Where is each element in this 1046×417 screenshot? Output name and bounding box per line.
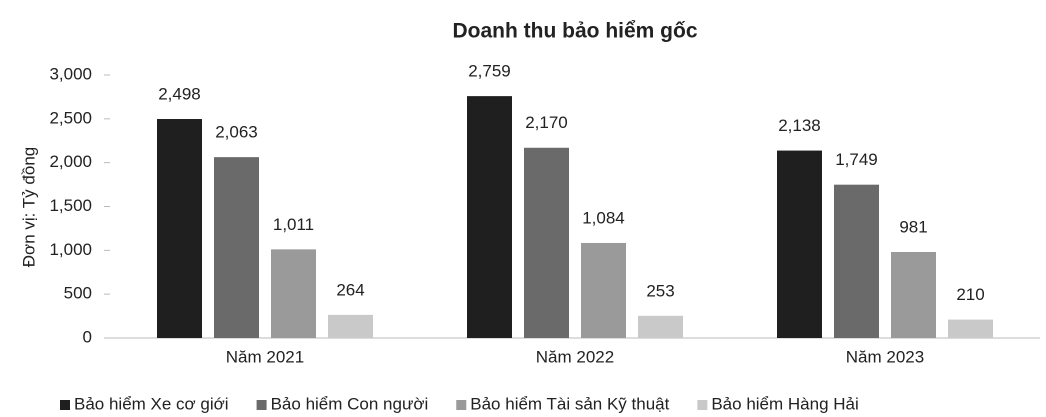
value-label: 2,759 bbox=[468, 62, 511, 81]
x-tick-label: Năm 2021 bbox=[226, 347, 304, 366]
legend-swatch bbox=[60, 400, 70, 410]
bar bbox=[157, 119, 202, 338]
value-label: 253 bbox=[646, 281, 674, 300]
value-label: 1,749 bbox=[835, 150, 878, 169]
legend-label: Bảo hiểm Con người bbox=[271, 394, 429, 413]
y-tick-label: 1,500 bbox=[49, 196, 92, 215]
bar bbox=[328, 314, 373, 338]
bar bbox=[834, 184, 879, 338]
y-tick-label: 0 bbox=[83, 327, 92, 346]
legend-label: Bảo hiểm Tài sản Kỹ thuật bbox=[470, 394, 669, 413]
y-tick-label: 3,000 bbox=[49, 64, 92, 83]
value-label: 1,084 bbox=[582, 208, 625, 227]
bar bbox=[214, 157, 259, 338]
y-tick-label: 2,500 bbox=[49, 108, 92, 127]
value-label: 1,011 bbox=[273, 215, 314, 234]
bar bbox=[271, 249, 316, 338]
value-label: 2,498 bbox=[158, 84, 201, 103]
value-label: 2,170 bbox=[525, 113, 568, 132]
bar bbox=[467, 96, 512, 338]
y-tick-label: 500 bbox=[64, 284, 92, 303]
value-label: 264 bbox=[336, 280, 364, 299]
value-label: 2,138 bbox=[778, 116, 821, 135]
bar bbox=[891, 251, 936, 338]
legend-swatch bbox=[456, 400, 467, 410]
bar bbox=[638, 315, 683, 338]
y-axis-label: Đơn vị: Tỷ đồng bbox=[19, 147, 38, 267]
x-tick-label: Năm 2022 bbox=[536, 347, 614, 366]
legend-label: Bảo hiểm Hàng Hải bbox=[711, 394, 858, 413]
y-tick-label: 1,000 bbox=[49, 240, 92, 259]
value-label: 210 bbox=[956, 285, 984, 304]
bar bbox=[777, 150, 822, 338]
bar bbox=[581, 242, 626, 338]
x-tick-label: Năm 2023 bbox=[846, 347, 924, 366]
legend-label: Bảo hiểm Xe cơ giới bbox=[74, 394, 229, 413]
y-tick-label: 2,000 bbox=[49, 152, 92, 171]
value-label: 981 bbox=[899, 217, 927, 236]
value-label: 2,063 bbox=[215, 123, 258, 142]
legend-swatch bbox=[256, 400, 267, 410]
chart-title: Doanh thu bảo hiểm gốc bbox=[453, 20, 698, 43]
bar bbox=[524, 147, 569, 338]
bar bbox=[948, 319, 993, 338]
legend-swatch bbox=[697, 400, 708, 410]
